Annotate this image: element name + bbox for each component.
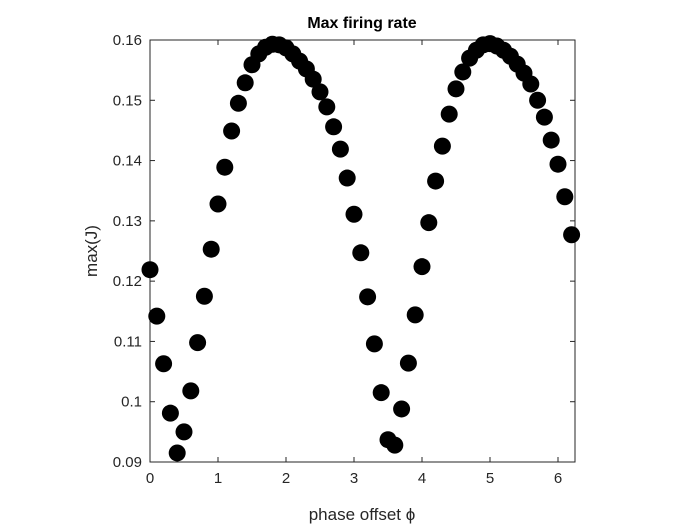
- y-axis-label: max(J): [82, 225, 101, 277]
- x-tick-label: 2: [282, 470, 290, 487]
- y-tick-label: 0.16: [113, 32, 142, 49]
- x-tick-label: 1: [214, 470, 222, 487]
- point: [440, 105, 458, 123]
- point: [304, 70, 322, 88]
- y-tick-label: 0.11: [114, 333, 142, 350]
- point: [345, 205, 363, 223]
- point: [393, 400, 411, 418]
- y-tick-label: 0.14: [113, 153, 142, 170]
- y-tick-label: 0.15: [113, 92, 142, 109]
- point: [399, 354, 417, 372]
- x-tick-label: 0: [146, 470, 154, 487]
- point: [386, 436, 404, 454]
- point: [556, 188, 574, 206]
- point: [229, 94, 247, 112]
- point: [549, 155, 567, 173]
- point: [209, 195, 227, 213]
- point: [535, 108, 553, 126]
- y-tick-label: 0.09: [113, 454, 142, 471]
- point: [148, 307, 166, 325]
- point: [454, 63, 472, 81]
- x-tick-label: 3: [350, 470, 358, 487]
- point: [236, 74, 254, 92]
- point: [338, 169, 356, 187]
- point: [563, 226, 581, 244]
- point: [216, 158, 234, 176]
- point: [155, 355, 173, 373]
- point: [189, 334, 207, 352]
- point: [420, 214, 438, 232]
- point: [141, 261, 159, 279]
- point: [182, 382, 200, 400]
- point: [331, 140, 349, 158]
- point: [413, 258, 431, 276]
- point: [359, 288, 377, 306]
- y-tick-label: 0.13: [113, 213, 142, 230]
- x-tick-label: 5: [486, 470, 494, 487]
- chart-title: Max firing rate: [307, 15, 416, 32]
- y-tick-label: 0.1: [121, 394, 142, 411]
- y-tick-label: 0.12: [113, 273, 142, 290]
- point: [311, 83, 329, 101]
- x-tick-label: 4: [418, 470, 426, 487]
- point: [427, 172, 445, 190]
- x-tick-label: 6: [554, 470, 562, 487]
- point: [522, 75, 540, 93]
- point: [529, 91, 547, 109]
- point: [372, 384, 390, 402]
- x-axis-label: phase offset ϕ: [309, 505, 416, 524]
- point: [352, 244, 370, 262]
- point: [175, 423, 193, 441]
- point: [318, 98, 336, 116]
- point: [406, 306, 424, 324]
- point: [365, 335, 383, 353]
- point: [223, 122, 241, 140]
- point: [168, 444, 186, 462]
- point: [433, 137, 451, 155]
- point: [447, 80, 465, 98]
- point: [542, 131, 560, 149]
- point: [161, 404, 179, 422]
- point: [202, 240, 220, 258]
- point: [325, 118, 343, 136]
- point: [195, 287, 213, 305]
